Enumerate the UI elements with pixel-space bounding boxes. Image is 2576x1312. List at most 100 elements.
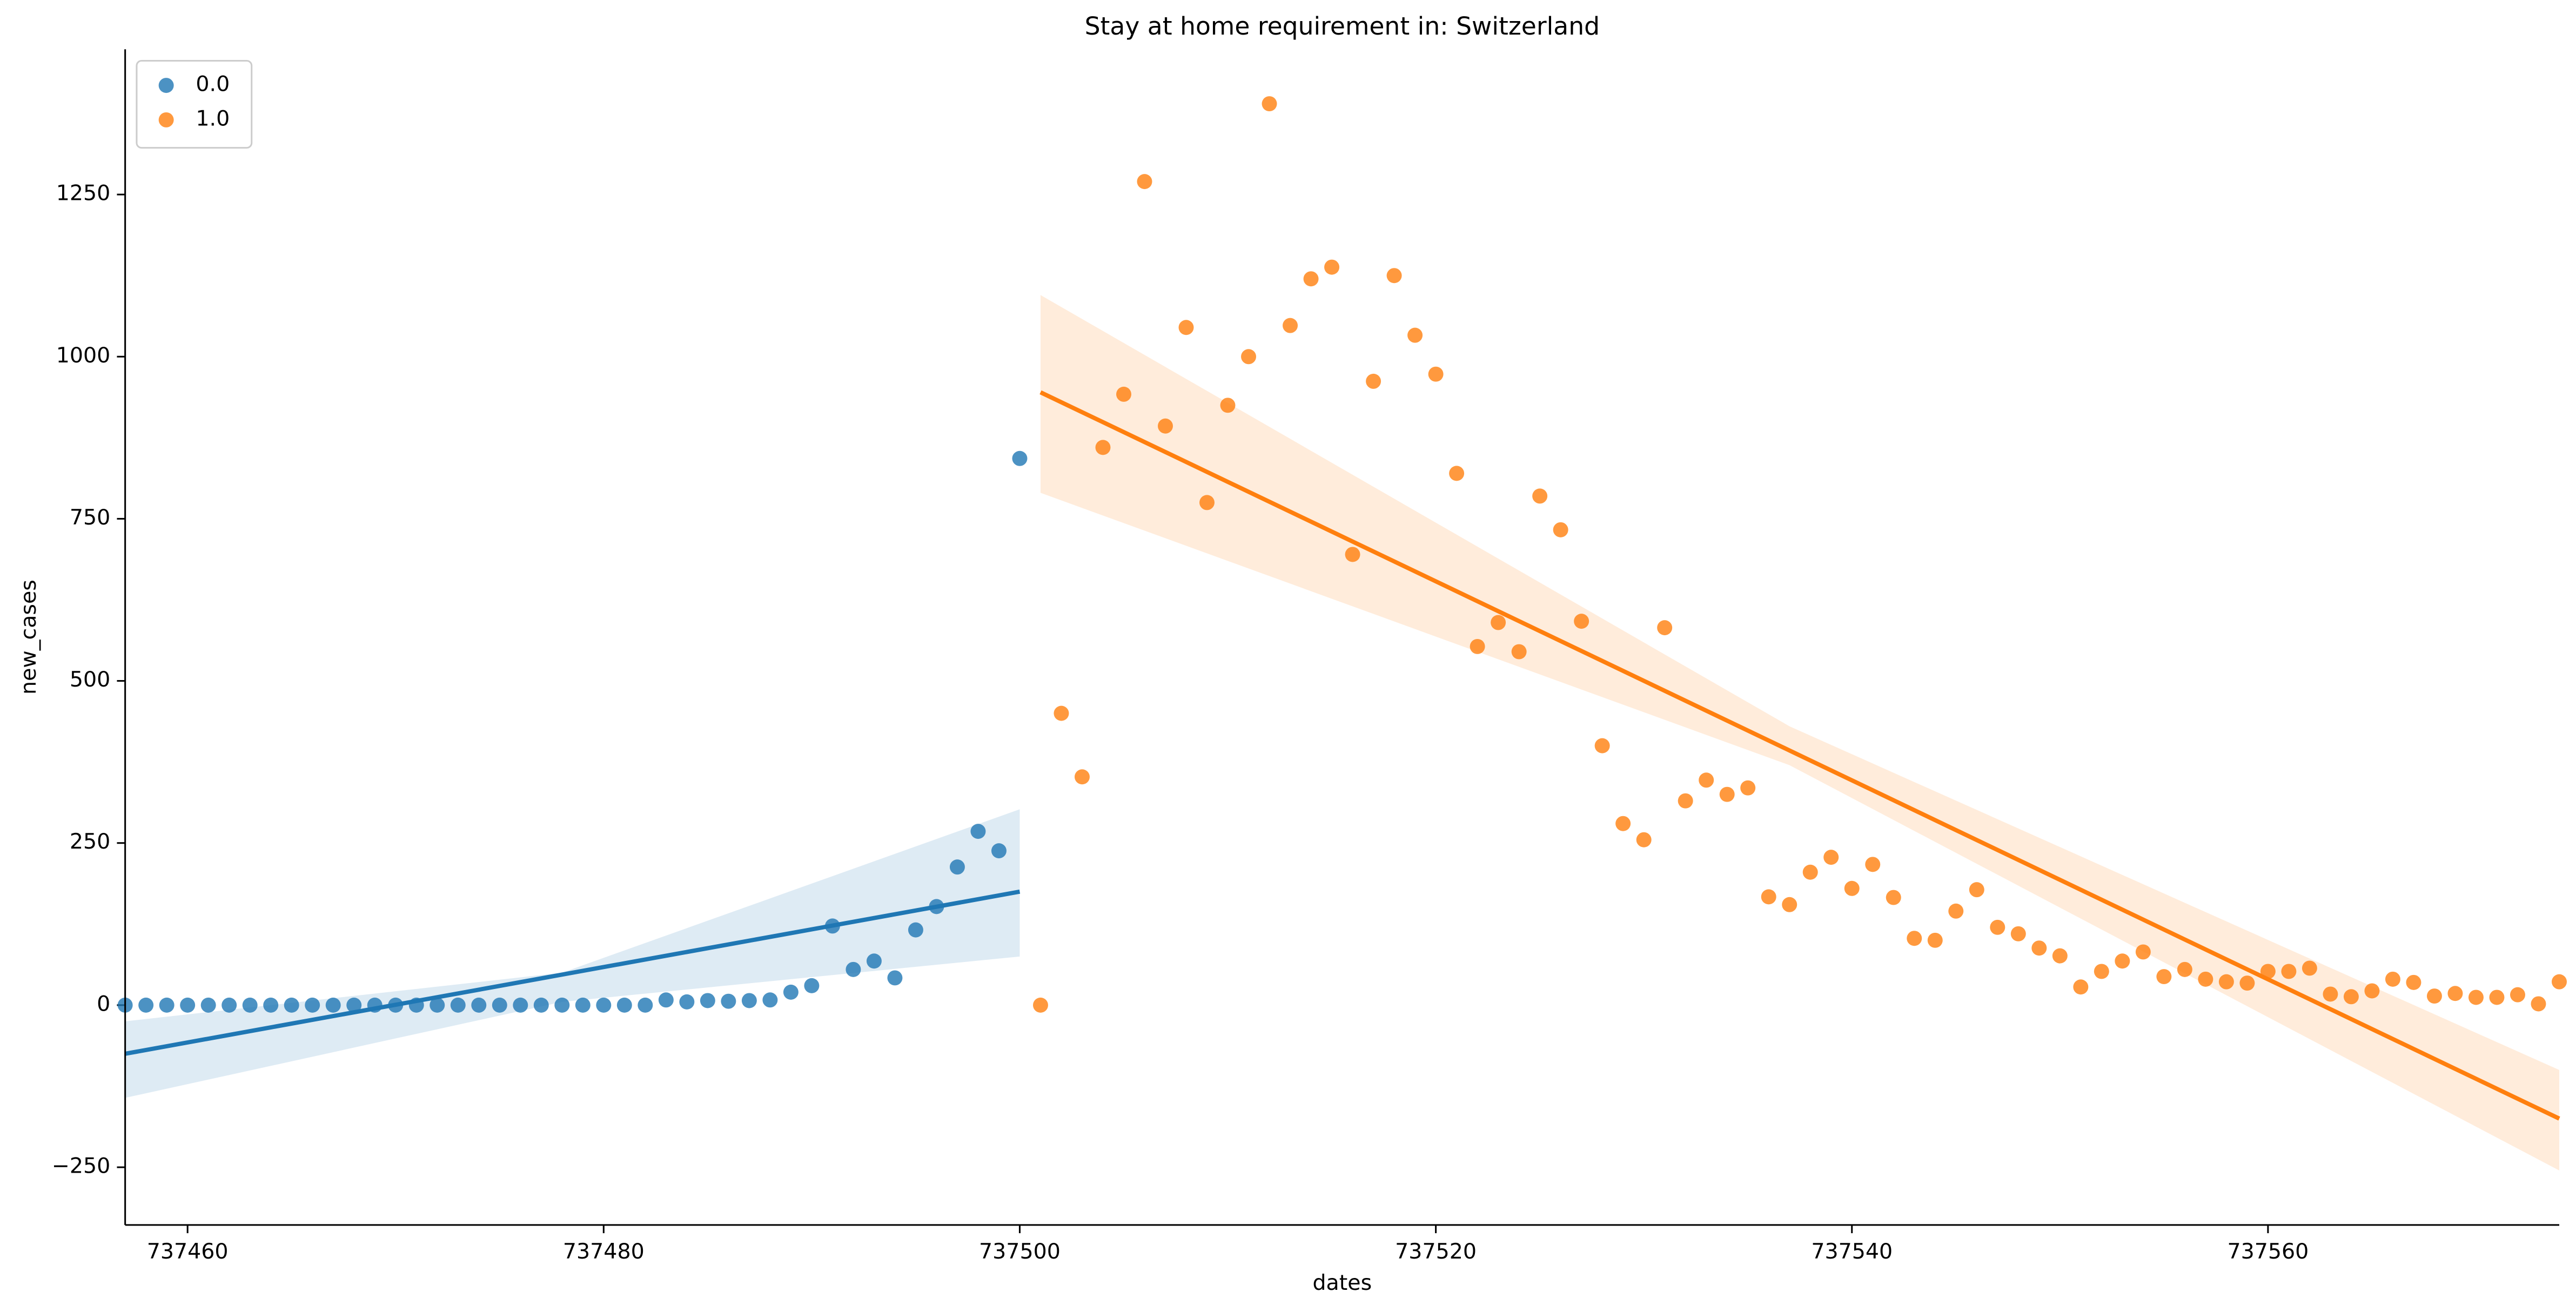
point bbox=[1823, 850, 1839, 865]
point bbox=[575, 997, 591, 1013]
point bbox=[2323, 986, 2338, 1002]
y-tick-label: 250 bbox=[70, 829, 110, 854]
point bbox=[2135, 944, 2151, 960]
point bbox=[2426, 988, 2442, 1004]
point bbox=[1283, 318, 1298, 333]
point bbox=[2281, 964, 2297, 979]
point bbox=[1927, 932, 1943, 948]
point bbox=[1491, 615, 1506, 630]
point bbox=[1553, 522, 1568, 537]
point bbox=[1345, 547, 1360, 562]
point bbox=[2052, 948, 2068, 964]
point bbox=[2531, 996, 2546, 1012]
point bbox=[2177, 961, 2192, 977]
point bbox=[1054, 705, 1069, 721]
point bbox=[1012, 450, 1028, 466]
point bbox=[1719, 786, 1735, 802]
point bbox=[138, 997, 154, 1013]
point bbox=[700, 993, 715, 1008]
legend-marker bbox=[158, 112, 174, 127]
point bbox=[1761, 889, 1776, 905]
point bbox=[991, 843, 1007, 859]
y-tick-label: −250 bbox=[52, 1154, 111, 1179]
fit-line bbox=[1039, 390, 2560, 1121]
point bbox=[2343, 989, 2359, 1005]
confidence-band bbox=[125, 809, 1020, 1098]
legend-box bbox=[136, 59, 253, 149]
point bbox=[1470, 638, 1485, 654]
point bbox=[1865, 857, 1881, 872]
point bbox=[180, 997, 196, 1013]
point bbox=[1699, 772, 1714, 788]
point bbox=[804, 978, 820, 993]
point bbox=[325, 997, 341, 1013]
fit-line bbox=[124, 889, 1021, 1056]
point bbox=[1407, 327, 1423, 343]
point bbox=[1782, 897, 1797, 912]
point bbox=[1636, 832, 1652, 847]
point bbox=[1990, 919, 2005, 935]
chart-title: Stay at home requirement in: Switzerland bbox=[1085, 12, 1600, 41]
point bbox=[471, 997, 487, 1013]
x-axis-label: dates bbox=[1312, 1270, 1372, 1295]
point bbox=[346, 997, 362, 1013]
y-axis-label: new_cases bbox=[16, 580, 41, 695]
point bbox=[1262, 96, 1277, 112]
point bbox=[450, 997, 466, 1013]
point bbox=[1615, 816, 1631, 831]
point bbox=[2094, 964, 2109, 979]
y-tick-label: 1250 bbox=[56, 181, 111, 206]
point bbox=[2073, 979, 2089, 995]
point bbox=[2031, 940, 2047, 956]
point bbox=[658, 992, 674, 1008]
point bbox=[1886, 890, 1901, 905]
point bbox=[1574, 614, 1589, 629]
y-tick-label: 0 bbox=[97, 991, 110, 1016]
point bbox=[1428, 366, 1444, 382]
point bbox=[1324, 259, 1340, 275]
point bbox=[2406, 974, 2421, 990]
point bbox=[533, 997, 549, 1013]
point bbox=[1740, 780, 1756, 796]
point bbox=[1158, 418, 1173, 434]
point bbox=[1220, 398, 1236, 413]
point bbox=[2198, 971, 2213, 987]
point bbox=[721, 993, 736, 1009]
point bbox=[2447, 986, 2463, 1001]
x-tick-label: 737460 bbox=[147, 1239, 229, 1264]
point bbox=[1137, 174, 1152, 190]
point bbox=[679, 994, 695, 1010]
point bbox=[970, 824, 986, 839]
point bbox=[596, 997, 612, 1013]
legend-marker bbox=[158, 78, 174, 93]
point bbox=[638, 997, 653, 1013]
point bbox=[616, 997, 632, 1013]
point bbox=[2489, 990, 2505, 1005]
point bbox=[242, 997, 258, 1013]
point bbox=[159, 997, 175, 1013]
x-tick-label: 737500 bbox=[979, 1239, 1061, 1264]
point bbox=[305, 997, 320, 1013]
point bbox=[430, 997, 445, 1013]
x-tick-label: 737540 bbox=[1811, 1239, 1893, 1264]
point bbox=[513, 997, 528, 1013]
point bbox=[2385, 971, 2400, 987]
point bbox=[1948, 903, 1964, 919]
point bbox=[1199, 495, 1215, 510]
confidence-band bbox=[1040, 295, 2559, 1171]
point bbox=[1095, 440, 1111, 455]
point bbox=[1907, 931, 1922, 946]
point bbox=[908, 922, 923, 938]
point bbox=[1657, 620, 1673, 636]
legend-label: 0.0 bbox=[196, 72, 230, 97]
point bbox=[1532, 488, 1548, 504]
point bbox=[2115, 953, 2130, 969]
point bbox=[2010, 926, 2026, 941]
point bbox=[1844, 880, 1860, 896]
point bbox=[200, 997, 216, 1013]
point bbox=[1366, 373, 1381, 389]
point bbox=[1678, 793, 1693, 809]
point bbox=[762, 992, 778, 1008]
y-tick-label: 750 bbox=[70, 505, 110, 530]
